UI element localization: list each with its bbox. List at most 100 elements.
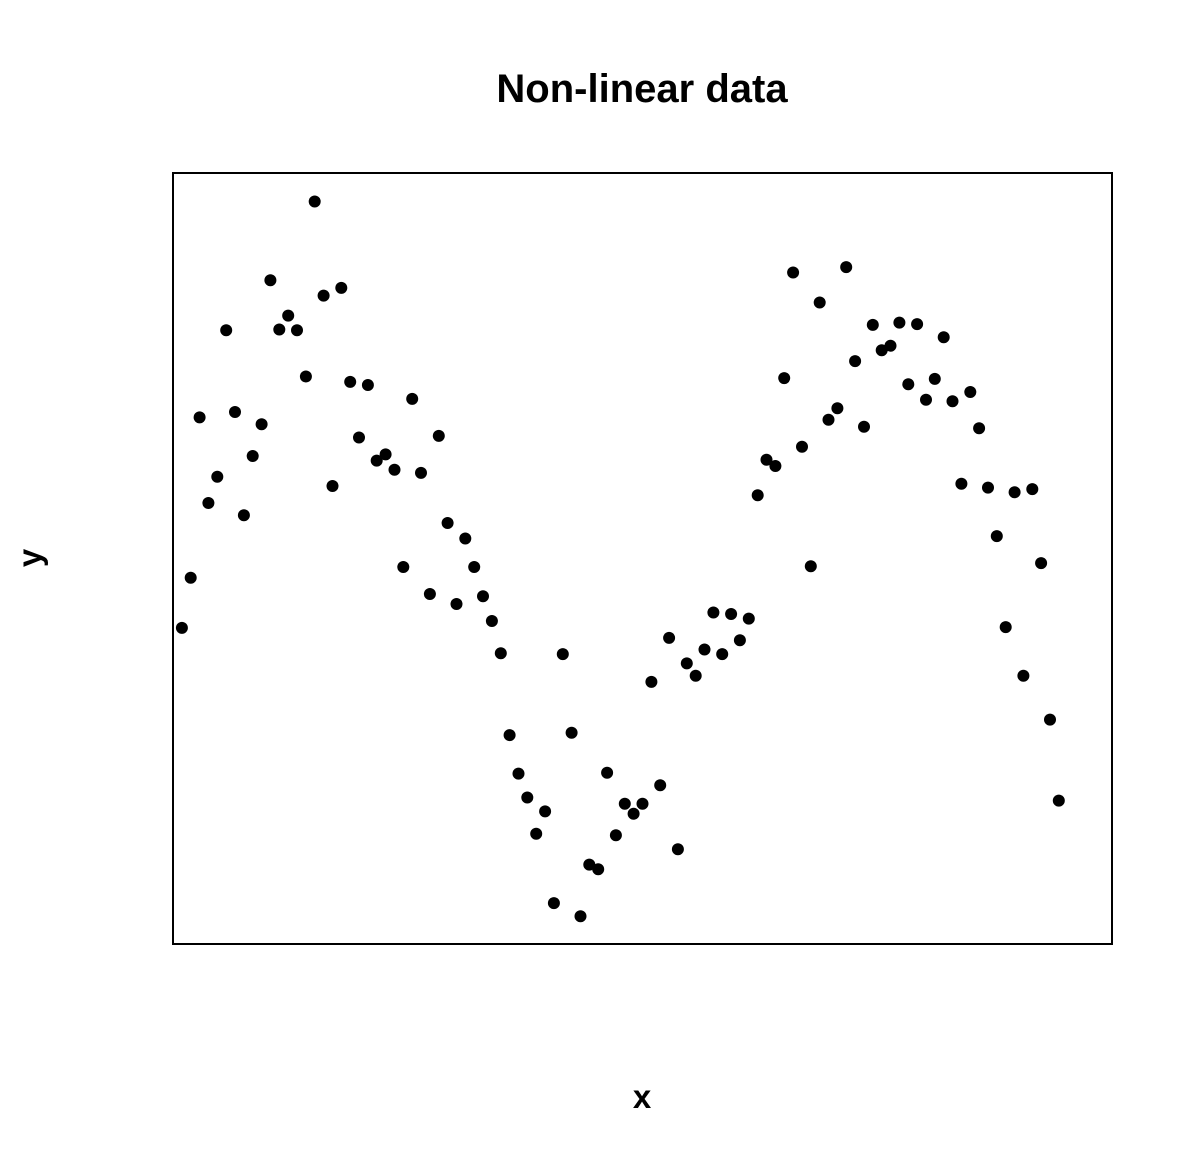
chart-title: Non-linear data <box>496 67 788 111</box>
data-point-45 <box>565 726 578 739</box>
data-point-97 <box>1026 483 1039 496</box>
data-point-4 <box>202 497 215 509</box>
data-point-36 <box>485 615 498 627</box>
data-point-19 <box>335 281 348 294</box>
data-point-41 <box>530 827 543 840</box>
data-point-10 <box>255 418 268 431</box>
data-point-94 <box>999 621 1012 634</box>
data-point-13 <box>282 309 295 322</box>
data-point-39 <box>512 767 525 780</box>
data-point-48 <box>592 863 605 876</box>
data-point-92 <box>982 481 994 494</box>
data-point-79 <box>866 318 879 331</box>
data-point-85 <box>920 393 932 406</box>
data-point-75 <box>831 402 844 415</box>
data-point-16 <box>308 195 321 208</box>
data-point-84 <box>911 318 924 331</box>
data-point-24 <box>379 448 392 461</box>
data-point-73 <box>813 296 826 309</box>
data-point-93 <box>990 530 1003 543</box>
data-point-83 <box>902 378 915 391</box>
data-point-11 <box>264 274 277 287</box>
data-point-35 <box>477 590 489 603</box>
data-point-99 <box>1044 713 1056 726</box>
data-point-87 <box>937 331 950 344</box>
data-point-89 <box>955 477 968 490</box>
data-point-2 <box>184 571 197 584</box>
data-point-77 <box>849 355 862 368</box>
data-point-8 <box>237 509 250 522</box>
data-point-59 <box>689 669 702 682</box>
data-point-49 <box>601 766 614 779</box>
data-point-58 <box>680 657 693 670</box>
y-axis-label: y <box>11 548 48 567</box>
data-point-32 <box>450 598 463 610</box>
data-point-1 <box>175 621 188 634</box>
x-axis-label: x <box>633 1078 652 1115</box>
data-point-21 <box>353 431 365 444</box>
data-point-60 <box>698 643 711 656</box>
data-point-82 <box>893 316 906 329</box>
data-point-33 <box>459 532 472 545</box>
data-point-29 <box>423 588 436 600</box>
data-point-64 <box>733 634 746 647</box>
data-point-34 <box>468 561 481 573</box>
data-point-25 <box>388 463 401 476</box>
data-point-70 <box>787 266 800 279</box>
data-point-12 <box>273 323 286 336</box>
data-point-40 <box>521 791 534 804</box>
data-point-28 <box>415 466 427 479</box>
data-point-26 <box>397 561 410 573</box>
data-point-65 <box>742 612 755 625</box>
data-point-96 <box>1017 669 1030 682</box>
data-point-17 <box>317 289 330 302</box>
data-point-47 <box>583 858 596 871</box>
data-point-74 <box>822 413 835 426</box>
data-point-14 <box>291 324 303 337</box>
data-point-46 <box>574 910 587 923</box>
data-point-31 <box>441 517 454 529</box>
data-point-3 <box>193 411 206 424</box>
data-point-81 <box>884 339 897 352</box>
data-point-90 <box>964 386 977 398</box>
data-point-18 <box>326 480 339 492</box>
data-point-22 <box>361 379 374 391</box>
data-point-66 <box>751 489 764 502</box>
data-point-72 <box>804 560 817 573</box>
data-point-43 <box>547 897 560 910</box>
data-point-68 <box>769 460 782 472</box>
data-point-44 <box>556 648 569 661</box>
data-point-98 <box>1035 557 1048 570</box>
plot-frame <box>172 172 1113 945</box>
data-point-56 <box>663 631 676 644</box>
data-point-37 <box>494 647 507 660</box>
data-point-78 <box>858 420 870 433</box>
data-point-53 <box>636 797 649 810</box>
data-point-61 <box>707 606 720 619</box>
data-point-6 <box>220 324 233 337</box>
data-points <box>175 195 1065 923</box>
data-point-54 <box>645 675 658 688</box>
data-point-7 <box>229 406 241 418</box>
data-point-15 <box>299 370 312 383</box>
data-point-51 <box>618 797 631 810</box>
data-point-100 <box>1052 794 1065 807</box>
data-point-91 <box>973 422 986 435</box>
data-point-63 <box>725 608 738 620</box>
data-point-76 <box>840 261 853 274</box>
data-point-23 <box>370 454 383 467</box>
data-point-71 <box>796 440 808 453</box>
data-point-5 <box>211 470 224 483</box>
data-point-57 <box>671 843 684 856</box>
data-point-42 <box>539 805 552 818</box>
data-point-9 <box>246 450 259 462</box>
data-point-50 <box>609 829 622 842</box>
data-point-38 <box>503 729 516 742</box>
data-point-86 <box>928 372 941 385</box>
data-point-30 <box>432 429 445 442</box>
data-point-69 <box>778 372 791 385</box>
data-point-27 <box>406 392 419 405</box>
data-point-95 <box>1008 486 1021 499</box>
data-point-52 <box>627 807 640 820</box>
